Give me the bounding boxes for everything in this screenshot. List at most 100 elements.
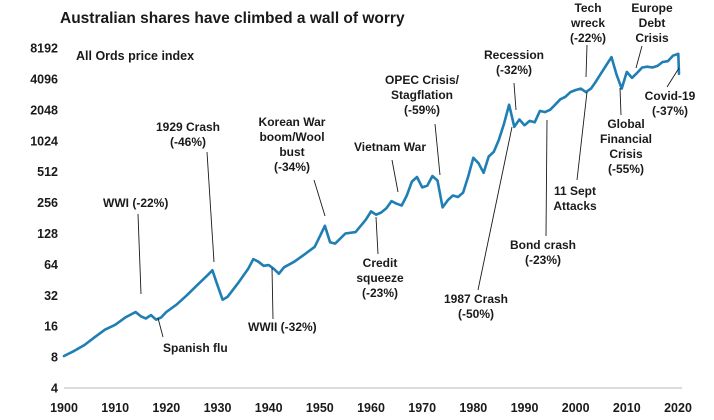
x-tick-label: 2010	[613, 401, 641, 415]
y-tick-label: 4096	[30, 72, 58, 86]
annotation-label: Credit	[363, 256, 398, 270]
y-tick-label: 2048	[30, 103, 58, 117]
annotation-label: Stagflation	[391, 88, 453, 102]
x-tick-label: 1930	[204, 401, 232, 415]
annotation-label: (-46%)	[170, 135, 206, 149]
y-tick-label: 256	[37, 196, 58, 210]
annotation: 1929 Crash(-46%)	[156, 120, 220, 263]
annotation-label: Europe	[631, 1, 673, 15]
annotation: Vietnam War	[354, 140, 426, 193]
y-tick-label: 32	[44, 289, 58, 303]
annotation: Covid-19(-37%)	[645, 67, 696, 118]
annotation-leader-line	[313, 179, 326, 217]
annotation-leader-line	[477, 126, 513, 291]
annotation-leader-line	[137, 213, 142, 295]
annotation-label: Attacks	[553, 199, 597, 213]
y-tick-label: 1024	[30, 134, 58, 148]
annotation-label: Global	[607, 117, 644, 131]
annotation-label: 1987 Crash	[444, 292, 508, 306]
annotation-leader-line	[585, 44, 588, 78]
annotation-label: (-22%)	[570, 31, 606, 45]
y-tick-label: 8	[51, 351, 58, 365]
annotation: WWI (-22%)	[103, 196, 168, 295]
y-axis: 8192 4096 2048 1024 512 256 128 64 32 16 8 4	[30, 42, 58, 396]
x-tick-label: 2020	[664, 401, 692, 415]
annotation-label: WWII (-32%)	[248, 320, 317, 334]
annotation-leader-line	[375, 216, 379, 255]
annotation-label: Debt	[639, 16, 666, 30]
annotation-leader-line	[619, 87, 622, 116]
x-tick-label: 1940	[255, 401, 283, 415]
annotation-label: squeeze	[356, 271, 404, 285]
annotation-leader-line	[635, 45, 643, 69]
annotation-leader-line	[576, 91, 588, 181]
y-tick-label: 128	[37, 227, 58, 241]
annotation: Spanish flu	[157, 317, 228, 355]
x-axis: 1900 1910 1920 1930 1940 1950 1960 1970 1980 1990…	[50, 387, 692, 415]
y-tick-label: 8192	[30, 42, 58, 56]
annotation-label: Covid-19	[645, 89, 696, 103]
annotation: 1987 Crash(-50%)	[444, 126, 513, 321]
annotation-label: boom/Wool	[259, 130, 324, 144]
annotation-leader-line	[513, 82, 517, 111]
x-tick-label: 1960	[357, 401, 385, 415]
annotation-label: (-50%)	[458, 307, 494, 321]
series-layer	[62, 52, 681, 358]
y-tick-label: 512	[37, 165, 58, 179]
annotation-label: (-37%)	[652, 104, 688, 118]
annotation-leader-line	[666, 67, 680, 88]
annotation-label: Tech	[574, 1, 601, 15]
annotation-label: Korean War	[259, 115, 326, 129]
annotation-label: OPEC Crisis/	[385, 73, 460, 87]
annotation-label: (-32%)	[496, 63, 532, 77]
annotation-label: Financial	[600, 132, 652, 146]
annotation-label: Vietnam War	[354, 140, 426, 154]
annotation-label: wreck	[570, 16, 605, 30]
chart-title: Australian shares have climbed a wall of…	[60, 10, 405, 27]
annotation-label: 1929 Crash	[156, 120, 220, 134]
annotation-label: WWI (-22%)	[103, 196, 168, 210]
annotation-leader-line	[545, 119, 548, 237]
annotation-label: (-23%)	[362, 286, 398, 300]
annotation-leader-line	[391, 159, 399, 193]
annotation-leader-line	[434, 123, 441, 176]
x-tick-label: 1920	[152, 401, 180, 415]
annotation: WWII (-32%)	[248, 267, 317, 334]
annotation-label: Recession	[484, 48, 544, 62]
y-tick-label: 64	[44, 258, 58, 272]
annotation-label: 11 Sept	[554, 184, 596, 198]
x-tick-label: 1910	[101, 401, 129, 415]
chart-subtitle: All Ords price index	[76, 49, 194, 63]
annotation: Recession(-32%)	[484, 48, 544, 111]
annotation-leader-line	[271, 267, 274, 320]
series-line-0	[62, 52, 681, 358]
x-tick-label: 2000	[562, 401, 590, 415]
x-tick-label: 1970	[408, 401, 436, 415]
annotation-label: (-55%)	[608, 162, 644, 176]
x-tick-label: 1990	[511, 401, 539, 415]
annotation: OPEC Crisis/Stagflation(-59%)	[385, 73, 460, 176]
annotation-leader-line	[206, 151, 215, 263]
annotation-label: Crisis	[609, 147, 643, 161]
annotation-layer: WWI (-22%)1929 Crash(-46%)Spanish fluKor…	[103, 1, 696, 355]
annotation-leader-line	[157, 317, 164, 338]
x-tick-label: 1980	[459, 401, 487, 415]
annotation-label: (-23%)	[525, 253, 561, 267]
annotation-label: Crisis	[635, 31, 669, 45]
annotation-label: (-34%)	[274, 160, 310, 174]
x-tick-label: 1950	[306, 401, 334, 415]
annotation: Bond crash(-23%)	[510, 119, 576, 267]
annotation-label: bust	[279, 145, 304, 159]
annotation-label: Bond crash	[510, 238, 576, 252]
y-tick-label: 16	[44, 320, 58, 334]
annotation-label: (-59%)	[404, 103, 440, 117]
y-tick-label: 4	[51, 382, 58, 396]
